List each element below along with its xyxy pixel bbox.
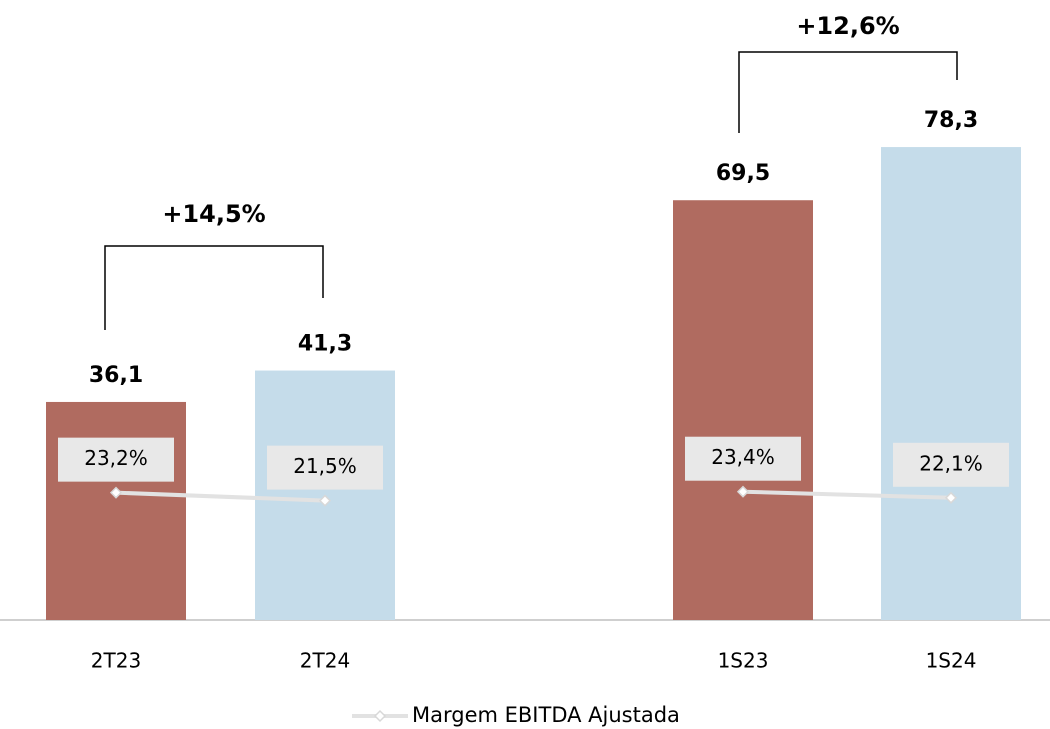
value-label: 36,1 [89,363,143,388]
bar [881,147,1021,620]
bar [46,401,186,620]
growth-bracket [738,51,958,133]
margin-label-box [893,442,1009,487]
growth-label: +12,6% [796,12,899,40]
margin-label-box [267,445,383,490]
margin-marker [736,485,750,498]
x-tick-label: 2T24 [300,649,350,673]
margin-marker [318,494,332,507]
margin-label: 22,1% [919,451,983,475]
x-tick-label: 2T23 [91,649,141,673]
legend-label: Margem EBITDA Ajustada [412,703,680,727]
margin-marker [109,486,123,499]
margin-label-box [685,436,801,481]
value-label: 41,3 [298,332,352,357]
value-label: 69,5 [716,161,770,186]
margin-marker [944,491,958,504]
legend-marker [373,709,387,723]
margin-label: 21,5% [293,454,357,478]
x-tick-label: 1S23 [718,649,769,673]
margin-line [115,490,326,503]
growth-label: +14,5% [162,200,265,228]
margin-line [742,489,952,500]
margin-label: 23,4% [711,445,775,469]
margin-label: 23,2% [84,446,148,470]
growth-bracket [104,245,324,330]
bar [673,200,813,620]
value-label: 78,3 [924,108,978,133]
x-tick-label: 1S24 [926,649,977,673]
margin-label-box [58,437,174,482]
